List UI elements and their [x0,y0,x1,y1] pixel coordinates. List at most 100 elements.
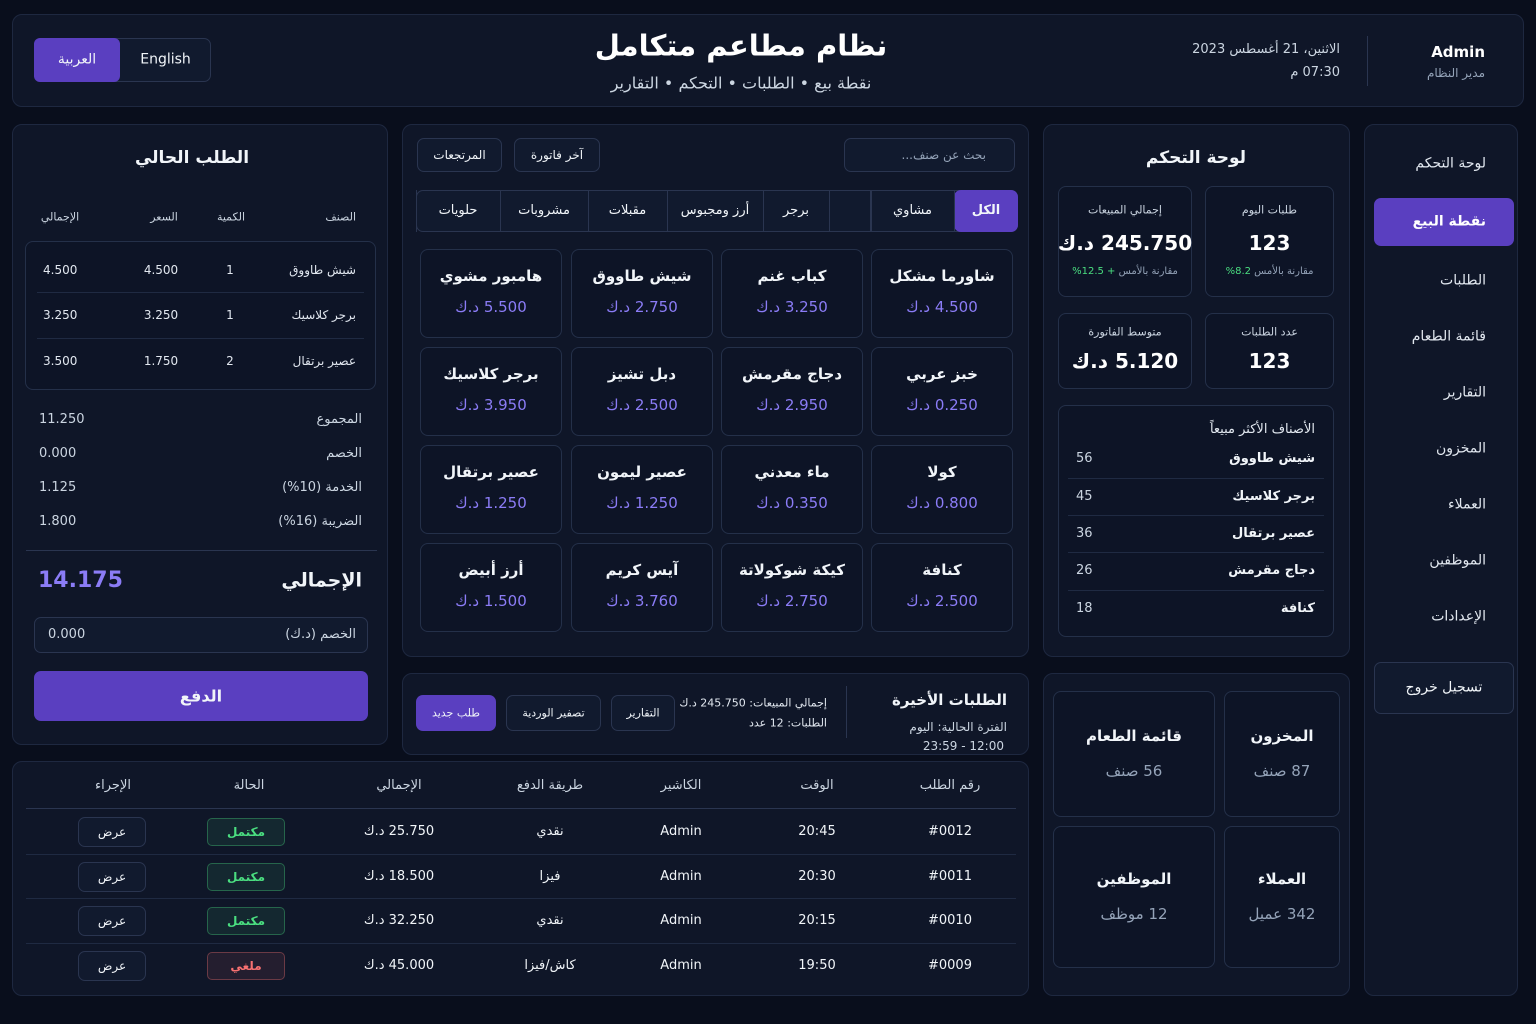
stat-value: 245.750 [1101,231,1193,255]
menu-button-label: المرتجعات [433,147,486,162]
item-name: خبز عربي [906,365,978,383]
item-price-group: 1.250 د.ك [442,494,842,512]
view-button[interactable] [78,862,146,892]
top-item-name: شيش طاووق [1229,451,1315,467]
order-time: 20:30 [798,869,836,885]
menu-item[interactable] [571,347,713,436]
category-tab[interactable] [954,190,1018,232]
discount-input[interactable] [34,617,368,653]
menu-item[interactable] [571,445,713,534]
category-tab[interactable] [871,190,954,232]
view-button[interactable] [78,951,146,981]
quick-card[interactable] [1053,826,1215,968]
item-price-group: 4.500 د.ك [742,298,1142,316]
search-box[interactable] [844,138,1015,172]
top-items-title: الأصناف الأكثر مبيعاً [1209,422,1315,438]
order-total: 18.500 [388,869,435,885]
menu-button[interactable] [417,138,502,172]
item-name: ماء معدني [754,463,830,481]
language-active [34,38,120,82]
menu-item[interactable] [571,249,713,338]
menu-item[interactable] [721,445,863,534]
view-button[interactable] [78,817,146,847]
menu-item[interactable] [420,445,562,534]
order-cell: 1 [226,262,234,277]
quick-card[interactable] [1224,826,1340,968]
menu-button-label: آخر فاتورة [530,147,584,162]
quick-card-value: 342 عميل [1248,905,1316,923]
category-tab[interactable] [500,190,588,232]
top-items-card [1058,405,1334,637]
category-tab[interactable] [667,190,763,232]
item-price-group: 1.250 د.ك [291,494,691,512]
menu-item[interactable] [420,347,562,436]
menu-item[interactable] [420,543,562,632]
view-button[interactable] [78,906,146,936]
currency: د.ك [606,494,631,512]
column-header: الكمية [216,210,246,224]
nav-active [1374,198,1514,246]
menu-item[interactable] [420,249,562,338]
logout-label: تسجيل خروج [1405,679,1483,696]
order-cashier: Admin [660,958,702,974]
currency: د.ك [1057,231,1095,255]
top-item-name: كنافة [1280,601,1315,617]
pay-button[interactable] [34,671,368,721]
menu-item[interactable] [571,543,713,632]
recent-button[interactable] [506,695,601,731]
menu-item[interactable] [871,249,1013,338]
orders-table [12,761,1029,996]
stat-label: طلبات اليوم [1241,203,1298,217]
order-title: الطلب الحالي [134,147,250,168]
order-status: مكتمل [226,869,266,884]
recent-button[interactable] [611,695,675,731]
category-tab[interactable] [763,190,829,232]
currency: د.ك [363,958,385,974]
stat-card [1205,186,1334,297]
sales-summary: إجمالي المبيعات: 245.750 د.ك [427,696,827,709]
tab-blank [829,190,871,232]
menu-item[interactable] [721,249,863,338]
order-cell: 1 [226,307,234,322]
order-total-group: 18.500 د.ك [199,869,599,885]
currency: د.ك [606,298,631,316]
category-tab[interactable] [416,190,500,232]
currency: د.ك [756,298,781,316]
menu-item[interactable] [721,347,863,436]
stat-change-group: مقارنة بالأمس + 12.5% [925,266,1325,278]
menu-item[interactable] [871,543,1013,632]
tab-label: مشاوي [893,203,932,219]
row-separator [26,898,1016,899]
app-subtitle: نقطة بيع • الطلبات • التحكم • التقارير [610,73,872,93]
item-name: هامبور مشوي [439,267,543,285]
recent-button[interactable] [416,695,496,731]
status-badge [207,818,285,846]
nav-label: نقطة البيع [1412,213,1486,230]
item-price: 1.500 [483,592,527,610]
order-status: ملغي [230,958,262,973]
currency: د.ك [363,913,385,929]
quick-card[interactable] [1053,691,1215,817]
divider [1367,36,1368,86]
top-item-count: 18 [1076,601,1093,617]
order-cell: برجر كلاسيك [291,307,356,322]
category-tab[interactable] [588,190,667,232]
logout-button[interactable] [1374,662,1514,714]
quick-card[interactable] [1224,691,1340,817]
summary-label: الخصم [326,446,362,462]
item-price-group: 2.750 د.ك [442,298,842,316]
stat-value: 123 [1248,349,1291,373]
currency: د.ك [906,592,931,610]
stat-note: مقارنة بالأمس [1118,266,1178,277]
divider [846,686,847,738]
quick-card-value: 56 صنف [1105,762,1163,780]
view-label: عرض [97,958,127,973]
currency: د.ك [679,696,697,710]
menu-item[interactable] [721,543,863,632]
menu-item[interactable] [871,445,1013,534]
item-price: 1.250 [483,494,527,512]
menu-item[interactable] [871,347,1013,436]
item-price-group: 5.500 د.ك [291,298,691,316]
orders-label: الطلبات: [787,716,827,730]
menu-button[interactable] [514,138,600,172]
